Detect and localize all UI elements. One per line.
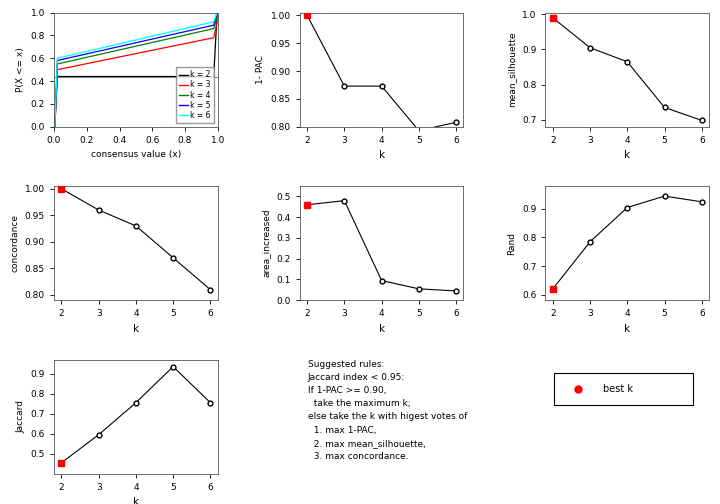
- k = 4: [50, 123, 58, 130]
- k = 4: [179, 33, 187, 39]
- X-axis label: k: k: [379, 150, 384, 160]
- k = 2: [212, 10, 221, 16]
- Y-axis label: Rand: Rand: [508, 232, 516, 255]
- Y-axis label: area_increased: area_increased: [262, 209, 271, 278]
- k = 3: [212, 10, 221, 16]
- k = 5: [58, 56, 67, 62]
- k = 6: [58, 54, 67, 60]
- Y-axis label: P(X <= x): P(X <= x): [16, 47, 25, 92]
- k = 3: [213, 10, 222, 16]
- Text: Suggested rules:
Jaccard index < 0.95:
If 1-PAC >= 0.90,
  take the maximum k;
e: Suggested rules: Jaccard index < 0.95: I…: [308, 360, 467, 461]
- k = 2: [130, 74, 138, 80]
- k = 2: [209, 74, 217, 80]
- Line: k = 5: k = 5: [54, 13, 217, 127]
- k = 3: [209, 35, 217, 41]
- k = 4: [58, 60, 67, 66]
- Line: k = 3: k = 3: [54, 13, 217, 127]
- Legend: k = 2, k = 3, k = 4, k = 5, k = 6: k = 2, k = 3, k = 4, k = 5, k = 6: [176, 67, 214, 123]
- Bar: [554, 373, 693, 405]
- k = 2: [213, 10, 222, 16]
- k = 5: [212, 10, 221, 16]
- X-axis label: k: k: [624, 324, 631, 334]
- k = 2: [125, 74, 134, 80]
- k = 6: [179, 26, 187, 32]
- k = 3: [179, 41, 187, 47]
- X-axis label: k: k: [624, 150, 631, 160]
- k = 5: [213, 10, 222, 16]
- Line: k = 6: k = 6: [54, 13, 217, 127]
- k = 6: [209, 19, 217, 25]
- k = 5: [209, 22, 217, 28]
- Y-axis label: mean_silhouette: mean_silhouette: [508, 32, 516, 107]
- k = 5: [130, 40, 138, 46]
- k = 3: [58, 66, 67, 72]
- k = 2: [50, 123, 58, 130]
- k = 6: [213, 10, 222, 16]
- k = 5: [125, 41, 134, 47]
- Y-axis label: Jaccard: Jaccard: [16, 400, 25, 433]
- X-axis label: consensus value (x): consensus value (x): [91, 150, 181, 159]
- X-axis label: k: k: [379, 324, 384, 334]
- k = 6: [212, 10, 221, 16]
- k = 3: [209, 35, 217, 41]
- k = 4: [212, 10, 221, 16]
- X-axis label: k: k: [132, 497, 139, 504]
- k = 4: [209, 26, 217, 32]
- Line: k = 2: k = 2: [54, 13, 217, 127]
- k = 6: [50, 123, 58, 130]
- k = 5: [209, 22, 217, 28]
- Text: best k: best k: [603, 384, 633, 394]
- k = 4: [213, 10, 222, 16]
- k = 5: [179, 29, 187, 35]
- k = 3: [125, 52, 134, 58]
- k = 4: [209, 26, 217, 32]
- k = 3: [130, 51, 138, 57]
- k = 2: [58, 74, 67, 80]
- Line: k = 4: k = 4: [54, 13, 217, 127]
- k = 6: [130, 37, 138, 43]
- Y-axis label: 1- PAC: 1- PAC: [256, 55, 265, 84]
- Y-axis label: concordance: concordance: [10, 214, 19, 272]
- k = 5: [50, 123, 58, 130]
- k = 2: [209, 74, 217, 80]
- k = 6: [209, 19, 217, 25]
- k = 3: [50, 123, 58, 130]
- k = 6: [125, 38, 134, 44]
- k = 2: [179, 74, 187, 80]
- k = 4: [130, 44, 138, 50]
- X-axis label: k: k: [132, 324, 139, 334]
- k = 4: [125, 45, 134, 51]
